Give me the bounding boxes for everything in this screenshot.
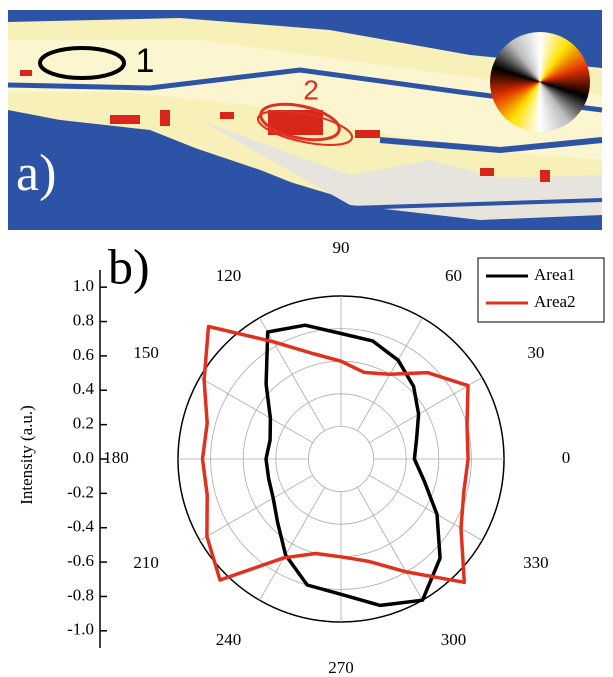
y-tick-label: -0.2 [67,482,94,501]
angle-tick-label: 60 [445,266,462,285]
angle-tick-label: 30 [527,343,544,362]
y-axis-label: Intensity (a.u.) [17,405,36,505]
marker-label: 2 [303,74,319,105]
panel-label: b) [108,238,150,294]
y-tick-label: 0.0 [73,448,94,467]
angle-tick-label: 240 [216,630,242,649]
grid-spoke [199,474,313,541]
angle-tick-label: 270 [328,658,354,677]
y-tick-label: 0.6 [73,345,94,364]
y-tick-label: -0.8 [67,585,94,604]
angle-tick-label: 180 [103,448,129,467]
angle-tick-label: 150 [133,343,159,362]
legend-label: Area1 [534,265,576,284]
series-line [264,323,442,608]
y-tick-label: -0.4 [67,517,94,536]
grid-circle [307,425,374,492]
grid-spoke [199,377,313,444]
angle-tick-label: 210 [133,553,159,572]
y-tick-label: 0.8 [73,310,94,329]
angle-tick-label: 300 [441,630,467,649]
grid-spoke [369,474,483,541]
angle-tick-label: 0 [562,448,571,467]
marker-label: 1 [136,42,155,80]
y-tick-label: 0.2 [73,414,94,433]
angle-tick-label: 330 [523,553,549,572]
y-tick-label: 0.4 [73,379,95,398]
legend-label: Area2 [534,292,576,311]
legend: Area1 Area2 [477,257,605,323]
color-wheel [490,32,590,132]
y-tick-label: 1.0 [73,276,94,295]
panel-label: a) [16,145,56,202]
grid-spoke [369,377,483,444]
grid-spoke [259,317,326,431]
angle-tick-label: 90 [333,238,350,257]
series-line [200,324,470,585]
angle-tick-label: 120 [216,266,242,285]
grid-spoke [356,487,423,601]
y-tick-label: -0.6 [67,551,94,570]
y-tick-label: -1.0 [67,620,94,639]
grid-spoke [259,487,326,601]
